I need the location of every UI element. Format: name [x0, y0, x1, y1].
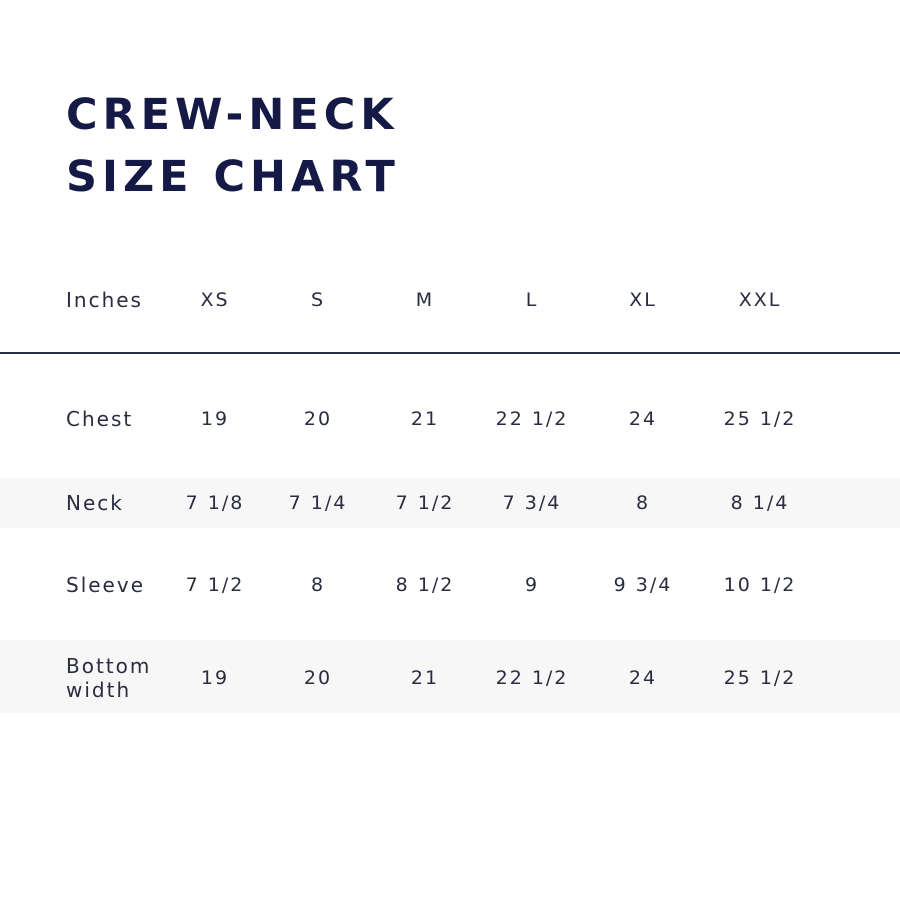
table-cell: 22 1/2: [495, 667, 569, 689]
table-cell: 8 1/2: [395, 574, 455, 596]
table-cell: 24: [628, 667, 658, 689]
row-label: Bottom width: [66, 654, 152, 702]
table-cell: 7 1/4: [288, 492, 348, 514]
table-cell: 9: [524, 574, 540, 596]
title-line-2: SIZE CHART: [66, 152, 400, 202]
column-header: L: [525, 289, 539, 311]
column-header: M: [415, 289, 435, 311]
column-header: XL: [629, 289, 657, 311]
table-cell: 25 1/2: [723, 667, 797, 689]
row-label: Neck: [66, 491, 124, 515]
header-divider: [0, 352, 900, 354]
table-cell: 10 1/2: [723, 574, 797, 596]
title-line-1: CREW-NECK: [66, 90, 399, 140]
table-cell: 21: [410, 408, 440, 430]
table-cell: 25 1/2: [723, 408, 797, 430]
table-cell: 22 1/2: [495, 408, 569, 430]
row-stripe: [0, 478, 900, 528]
table-cell: 19: [200, 408, 230, 430]
page-title: CREW-NECK SIZE CHART: [66, 84, 400, 208]
row-stripe: [0, 640, 900, 713]
column-header: XXL: [738, 289, 782, 311]
table-cell: 20: [303, 667, 333, 689]
column-header: XS: [200, 289, 230, 311]
table-cell: 7 1/2: [395, 492, 455, 514]
row-label: Chest: [66, 407, 134, 431]
table-cell: 19: [200, 667, 230, 689]
row-label: Sleeve: [66, 573, 146, 597]
table-cell: 7 1/8: [185, 492, 245, 514]
table-cell: 9 3/4: [613, 574, 673, 596]
table-cell: 8: [635, 492, 651, 514]
table-cell: 8: [310, 574, 326, 596]
table-cell: 20: [303, 408, 333, 430]
unit-label: Inches: [66, 288, 143, 312]
column-header: S: [310, 289, 326, 311]
table-cell: 8 1/4: [730, 492, 790, 514]
table-cell: 21: [410, 667, 440, 689]
table-cell: 7 3/4: [502, 492, 562, 514]
table-cell: 24: [628, 408, 658, 430]
table-cell: 7 1/2: [185, 574, 245, 596]
